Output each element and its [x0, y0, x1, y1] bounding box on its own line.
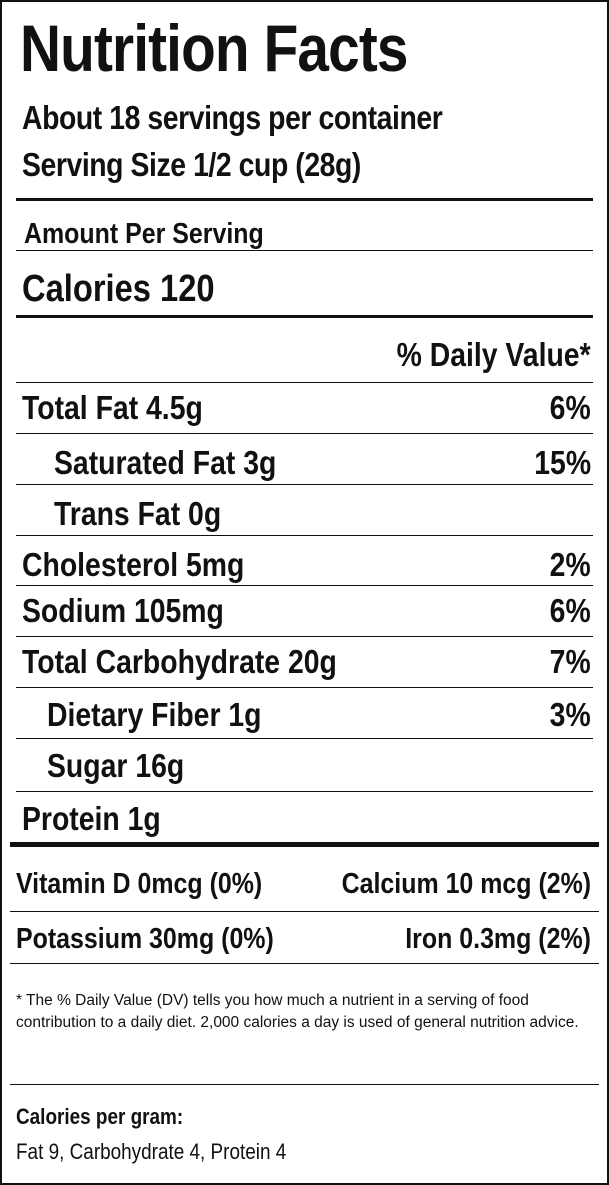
nutrient-dv: 6% — [549, 389, 591, 426]
divider — [10, 963, 599, 964]
calcium: Calcium 10 mcg (2%) — [341, 868, 591, 900]
divider — [16, 250, 593, 251]
nutrient-dv: 6% — [549, 592, 591, 629]
divider — [16, 687, 593, 688]
servings-per-container: About 18 servings per container — [22, 99, 443, 136]
divider — [10, 911, 599, 912]
nutrient-row-dietary-fiber: Dietary Fiber 1g 3% — [2, 693, 607, 737]
nutrient-row-cholesterol: Cholesterol 5mg 2% — [2, 543, 607, 587]
nutrient-row-saturated-fat: Saturated Fat 3g 15% — [2, 441, 607, 485]
amount-per-serving: Amount Per Serving — [24, 218, 264, 250]
divider-thick — [16, 315, 593, 318]
divider — [16, 636, 593, 637]
divider — [16, 791, 593, 792]
nutrient-name: Sugar 16g — [47, 747, 185, 784]
divider — [16, 585, 593, 586]
nutrient-name: Trans Fat 0g — [54, 495, 222, 532]
nutrient-row-total-fat: Total Fat 4.5g 6% — [2, 386, 607, 430]
divider — [16, 433, 593, 434]
nutrient-name: Total Fat 4.5g — [22, 389, 203, 426]
nutrient-row-total-carbohydrate: Total Carbohydrate 20g 7% — [2, 640, 607, 684]
nutrient-name: Saturated Fat 3g — [54, 444, 277, 481]
nutrient-name: Total Carbohydrate 20g — [22, 643, 337, 680]
nutrient-row-protein: Protein 1g — [2, 797, 607, 841]
nutrient-dv: 2% — [549, 546, 591, 583]
iron: Iron 0.3mg (2%) — [405, 923, 591, 955]
label-title: Nutrition Facts — [20, 11, 408, 85]
nutrient-row-sugar: Sugar 16g — [2, 744, 607, 788]
serving-size: Serving Size 1/2 cup (28g) — [22, 146, 361, 183]
nutrient-name: Cholesterol 5mg — [22, 546, 245, 583]
nutrient-name: Sodium 105mg — [22, 592, 224, 629]
divider — [10, 1084, 599, 1085]
divider — [16, 738, 593, 739]
daily-value-header: % Daily Value* — [396, 336, 591, 373]
calories-per-gram-value: Fat 9, Carbohydrate 4, Protein 4 — [16, 1139, 287, 1164]
nutrient-dv: 15% — [534, 444, 591, 481]
vitamin-row: Vitamin D 0mcg (0%) Calcium 10 mcg (2%) — [2, 862, 607, 906]
daily-value-footnote: * The % Daily Value (DV) tells you how m… — [16, 992, 579, 1031]
nutrient-dv: 7% — [549, 643, 591, 680]
nutrient-name: Protein 1g — [22, 800, 161, 837]
nutrient-name: Dietary Fiber 1g — [47, 696, 262, 733]
vitamin-d: Vitamin D 0mcg (0%) — [16, 868, 263, 900]
divider — [16, 535, 593, 536]
nutrient-dv: 3% — [549, 696, 591, 733]
divider — [16, 484, 593, 485]
potassium: Potassium 30mg (0%) — [16, 923, 274, 955]
divider-thick — [16, 198, 593, 201]
divider — [16, 382, 593, 383]
calories: Calories 120 — [22, 268, 215, 310]
calories-per-gram-label: Calories per gram: — [16, 1104, 184, 1129]
vitamin-row: Potassium 30mg (0%) Iron 0.3mg (2%) — [2, 917, 607, 961]
nutrient-row-trans-fat: Trans Fat 0g — [2, 492, 607, 536]
nutrient-row-sodium: Sodium 105mg 6% — [2, 589, 607, 633]
divider-thick — [10, 842, 599, 847]
